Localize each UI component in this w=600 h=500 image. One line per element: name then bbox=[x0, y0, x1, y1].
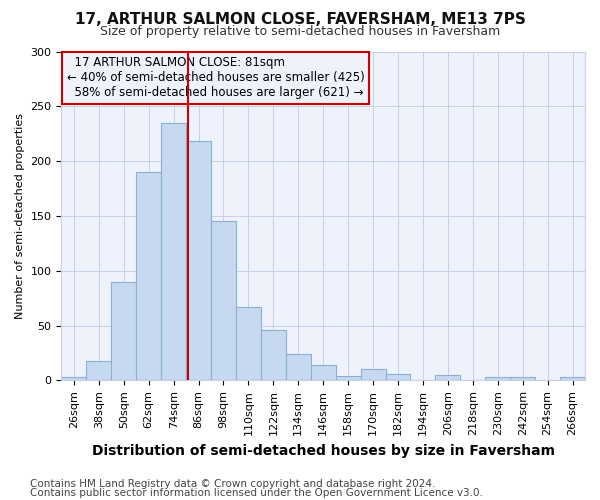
Bar bbox=[311, 365, 335, 380]
Bar bbox=[335, 376, 361, 380]
Bar bbox=[236, 307, 261, 380]
Bar bbox=[560, 377, 585, 380]
Bar bbox=[211, 222, 236, 380]
Bar bbox=[61, 377, 86, 380]
Bar bbox=[136, 172, 161, 380]
Text: 17 ARTHUR SALMON CLOSE: 81sqm
← 40% of semi-detached houses are smaller (425)
  : 17 ARTHUR SALMON CLOSE: 81sqm ← 40% of s… bbox=[67, 56, 364, 100]
Bar bbox=[510, 377, 535, 380]
Bar bbox=[485, 377, 510, 380]
Bar bbox=[386, 374, 410, 380]
Bar bbox=[186, 142, 211, 380]
Y-axis label: Number of semi-detached properties: Number of semi-detached properties bbox=[15, 113, 25, 319]
Bar bbox=[161, 122, 186, 380]
Text: Size of property relative to semi-detached houses in Faversham: Size of property relative to semi-detach… bbox=[100, 25, 500, 38]
Bar bbox=[86, 360, 111, 380]
Text: 17, ARTHUR SALMON CLOSE, FAVERSHAM, ME13 7PS: 17, ARTHUR SALMON CLOSE, FAVERSHAM, ME13… bbox=[74, 12, 526, 28]
Bar bbox=[261, 330, 286, 380]
Bar bbox=[111, 282, 136, 380]
Bar bbox=[436, 375, 460, 380]
Text: Contains public sector information licensed under the Open Government Licence v3: Contains public sector information licen… bbox=[30, 488, 483, 498]
Bar bbox=[286, 354, 311, 380]
Bar bbox=[361, 370, 386, 380]
X-axis label: Distribution of semi-detached houses by size in Faversham: Distribution of semi-detached houses by … bbox=[92, 444, 555, 458]
Text: Contains HM Land Registry data © Crown copyright and database right 2024.: Contains HM Land Registry data © Crown c… bbox=[30, 479, 436, 489]
